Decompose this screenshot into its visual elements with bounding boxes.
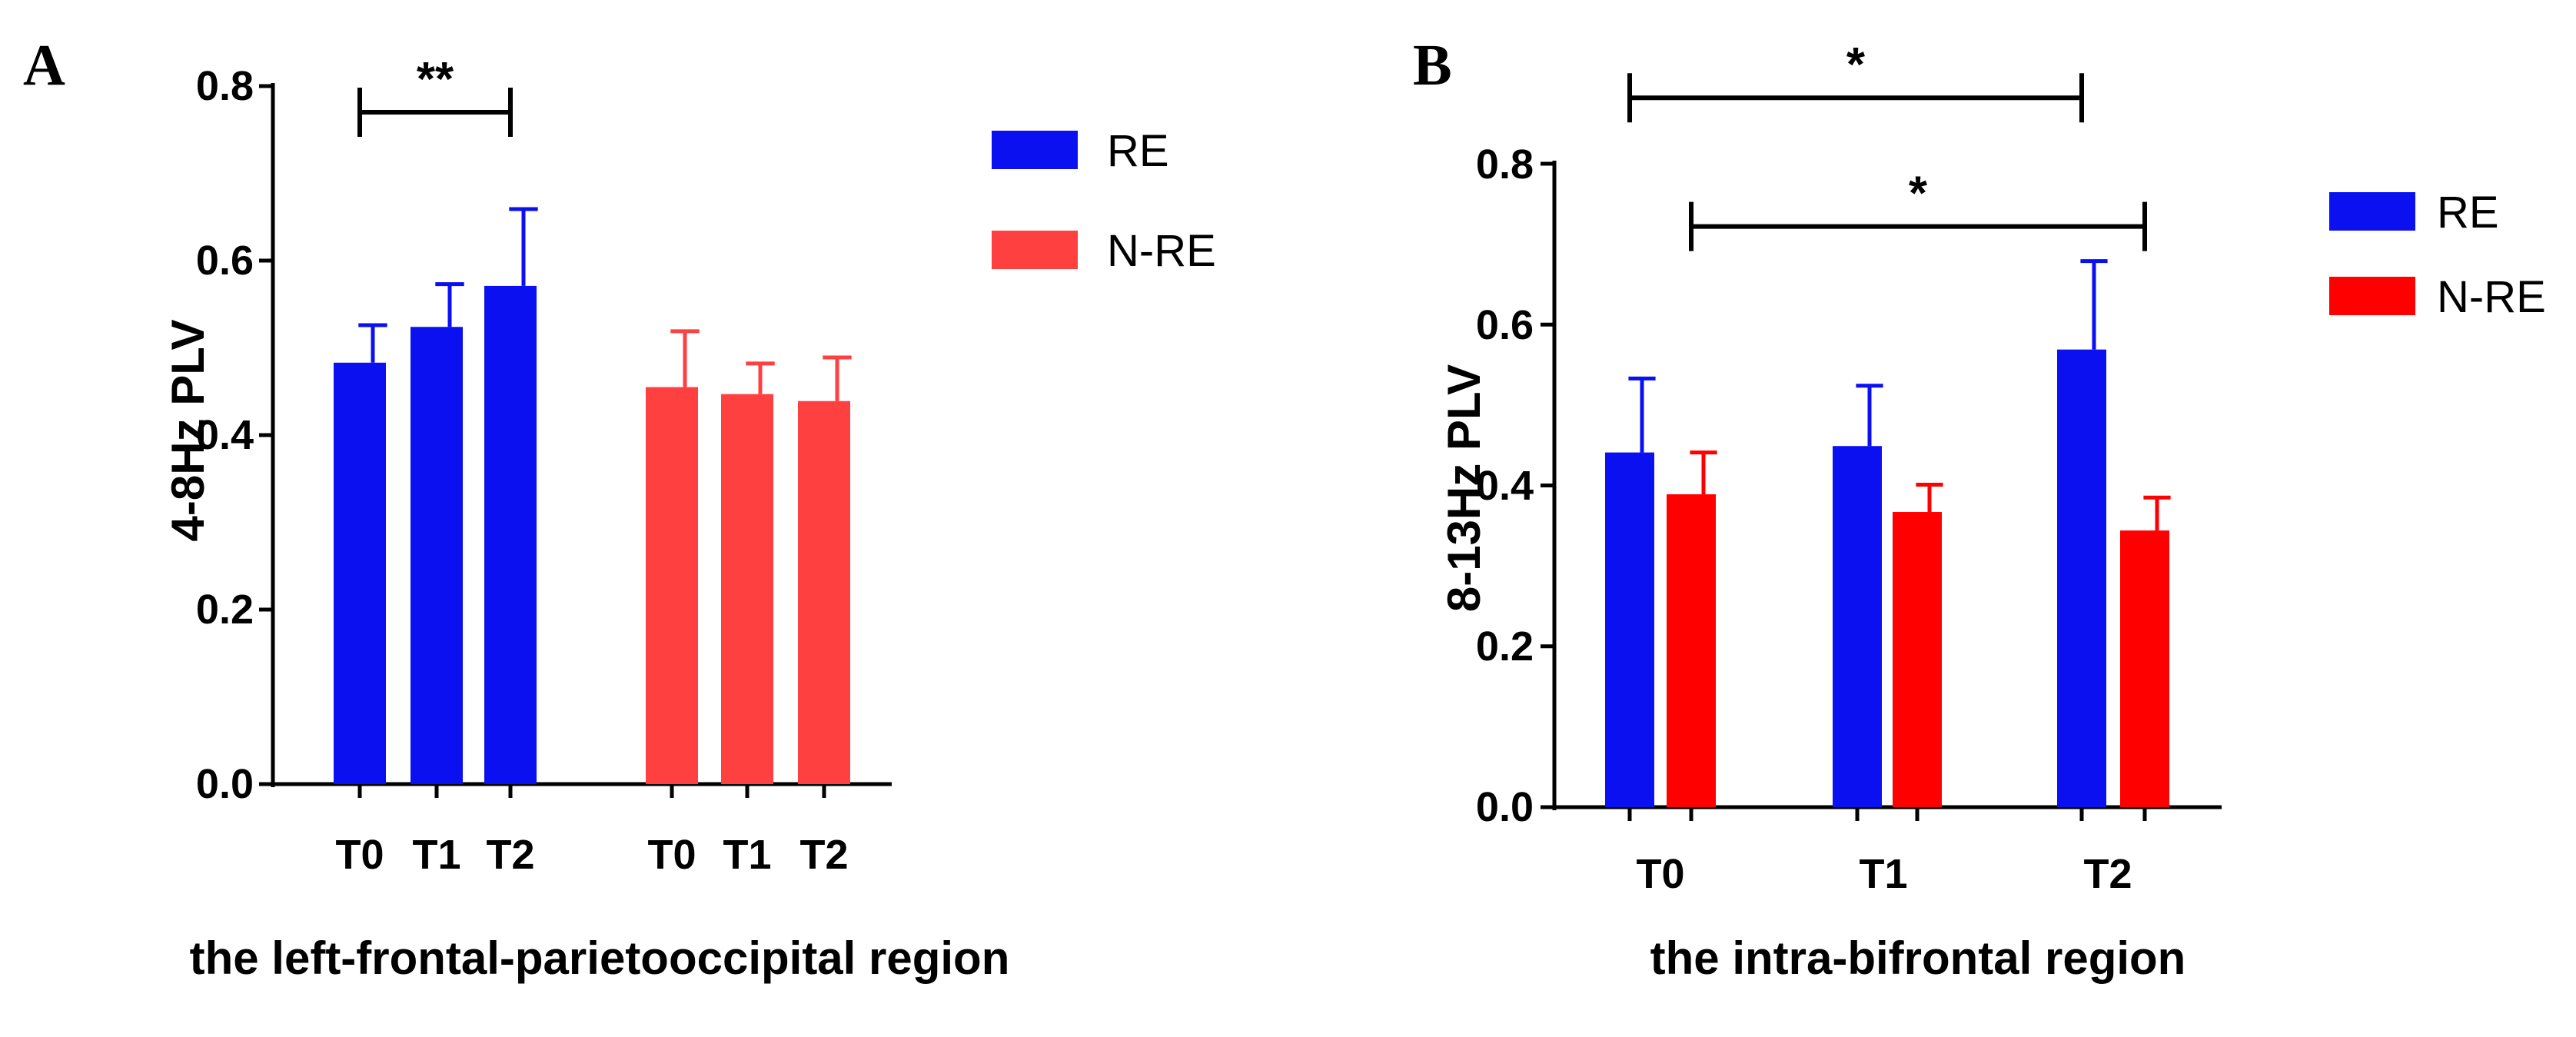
legend-label-re: RE bbox=[2437, 188, 2499, 238]
panel-b-legend: RE N-RE bbox=[2329, 188, 2546, 322]
bar bbox=[646, 387, 698, 784]
panel-a-xtick-label: T0 bbox=[335, 832, 384, 878]
panel-a-ytick-label: 0.6 bbox=[196, 238, 254, 284]
legend-swatch-re bbox=[2329, 192, 2415, 231]
significance-label: ** bbox=[417, 53, 454, 106]
panel-b-xlabel: the intra-bifrontal region bbox=[1650, 932, 2186, 984]
bar bbox=[798, 401, 850, 784]
bar bbox=[410, 327, 463, 784]
legend-swatch-re bbox=[992, 131, 1078, 169]
panel-a-ytick-label: 0.8 bbox=[196, 63, 254, 109]
panel-a: A 4-8Hz PLV the left-frontal-parietoocci… bbox=[23, 33, 1216, 984]
panel-b-xtick-labels: T0 T1 T2 bbox=[1636, 851, 2132, 897]
legend-label-n-re: N-RE bbox=[1107, 226, 1216, 276]
panel-a-label: A bbox=[23, 33, 65, 98]
bar bbox=[721, 394, 773, 784]
panel-a-ytick-label: 0.4 bbox=[196, 412, 254, 458]
panel-b-label: B bbox=[1413, 33, 1452, 98]
panel-b-ytick-label: 0.8 bbox=[1476, 141, 1534, 188]
panel-a-xtick-label: T2 bbox=[486, 832, 534, 878]
bar bbox=[1833, 446, 1882, 807]
bar bbox=[334, 362, 386, 784]
bar bbox=[484, 285, 537, 784]
bar bbox=[1667, 494, 1716, 807]
legend-swatch-n-re bbox=[2329, 277, 2415, 315]
bar bbox=[2057, 349, 2106, 808]
panel-a-ytick-label: 0.2 bbox=[196, 587, 254, 633]
panel-b-marks: ** bbox=[1541, 38, 2222, 821]
legend-label-re: RE bbox=[1107, 126, 1169, 176]
panel-a-marks: ** bbox=[259, 53, 892, 798]
panel-b-ytick-label: 0.2 bbox=[1476, 623, 1534, 670]
panel-b: B 8-13Hz PLV the intra-bifrontal region … bbox=[1413, 33, 2546, 984]
legend-label-n-re: N-RE bbox=[2437, 272, 2546, 322]
panel-a-ytick-labels: 0.0 0.2 0.4 0.6 0.8 bbox=[196, 63, 254, 807]
bar bbox=[1605, 452, 1654, 807]
panel-b-xtick-label: T1 bbox=[1859, 851, 1907, 897]
panel-a-xtick-labels: T0 T1 T2 T0 T1 T2 bbox=[335, 832, 848, 878]
bar bbox=[2120, 530, 2169, 807]
panel-b-ytick-labels: 0.0 0.2 0.4 0.6 0.8 bbox=[1476, 141, 1534, 830]
panel-a-xlabel: the left-frontal-parietooccipital region bbox=[190, 932, 1010, 984]
panel-a-legend: RE N-RE bbox=[992, 126, 1216, 276]
panel-a-xtick-label: T2 bbox=[799, 832, 848, 878]
panel-a-ylabel: 4-8Hz PLV bbox=[162, 320, 214, 542]
panel-b-xtick-label: T0 bbox=[1636, 851, 1684, 897]
panel-b-ylabel: 8-13Hz PLV bbox=[1438, 364, 1490, 612]
significance-label: * bbox=[1909, 168, 1928, 221]
panel-b-xtick-label: T2 bbox=[2083, 851, 2132, 897]
panel-a-xtick-label: T0 bbox=[647, 832, 696, 878]
panel-a-xtick-label: T1 bbox=[723, 832, 771, 878]
panel-b-ytick-label: 0.6 bbox=[1476, 302, 1534, 348]
panel-a-ytick-label: 0.0 bbox=[196, 761, 254, 807]
panel-a-xtick-label: T1 bbox=[412, 832, 460, 878]
panel-b-ytick-label: 0.4 bbox=[1476, 463, 1534, 509]
panel-b-ytick-label: 0.0 bbox=[1476, 784, 1534, 830]
bar bbox=[1893, 512, 1942, 807]
significance-label: * bbox=[1846, 38, 1866, 91]
legend-swatch-n-re bbox=[992, 231, 1078, 269]
